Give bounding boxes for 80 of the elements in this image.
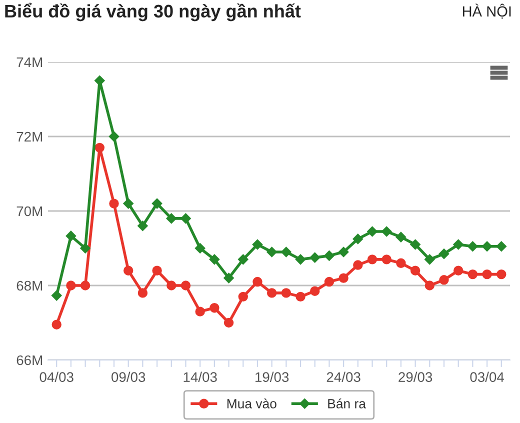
point [482, 241, 492, 252]
point [438, 248, 450, 259]
x-tick-label: 14/03 [184, 372, 217, 382]
x-tick-label: 03/04 [470, 372, 504, 382]
point [496, 241, 507, 252]
x-tick-label: 24/03 [326, 372, 360, 382]
point [194, 243, 206, 254]
point [453, 266, 464, 276]
point [209, 254, 220, 265]
point [224, 272, 234, 284]
point [94, 76, 105, 86]
y-tick-label: 68M [16, 280, 42, 291]
point [266, 246, 277, 258]
y-tick-label: 66M [16, 355, 42, 366]
y-tick-label: 70M [16, 206, 42, 216]
point [66, 280, 76, 290]
point [252, 276, 262, 287]
point [166, 213, 177, 224]
point [180, 213, 191, 224]
point [238, 254, 248, 265]
y-tick-label: 74M [16, 57, 42, 68]
point [381, 226, 392, 237]
point [468, 241, 478, 252]
legend-label: Bán ra [328, 398, 366, 408]
point [410, 266, 420, 276]
point [367, 226, 378, 237]
point [123, 266, 134, 276]
point [52, 320, 62, 330]
point [382, 254, 392, 264]
point [439, 275, 449, 285]
point [310, 252, 320, 263]
point [238, 292, 248, 302]
point [80, 243, 90, 254]
point [252, 239, 263, 250]
point [310, 286, 320, 296]
point [108, 131, 120, 142]
point [324, 250, 334, 261]
point [66, 230, 76, 242]
point [424, 280, 435, 290]
x-tick-label: 19/03 [256, 372, 289, 382]
point [180, 280, 191, 290]
point [396, 232, 406, 242]
legend-label: Mua vào [227, 398, 276, 408]
point [152, 198, 162, 209]
point [367, 254, 378, 264]
point [152, 266, 162, 276]
point [396, 258, 406, 268]
x-tick-label: 09/03 [112, 372, 146, 382]
x-tick-label: 29/03 [398, 372, 432, 382]
y-tick-label: 72M [16, 132, 42, 142]
point [496, 269, 506, 280]
point [266, 288, 277, 298]
point [295, 254, 306, 265]
point [51, 290, 62, 301]
point [324, 276, 334, 287]
point [123, 198, 134, 209]
point [195, 306, 205, 316]
text: HÀ NỘI [462, 4, 511, 19]
x-tick-label: 04/03 [40, 372, 74, 382]
point [281, 288, 292, 298]
point [138, 220, 148, 232]
point [338, 246, 349, 258]
point [353, 260, 363, 270]
point [210, 302, 220, 313]
chart-title: Biểu đồ giá vàng 30 ngày gần nhất [5, 2, 301, 22]
point [138, 288, 148, 298]
point [482, 269, 492, 280]
point [410, 239, 420, 250]
point [109, 198, 119, 208]
point [80, 280, 90, 290]
point [468, 269, 478, 280]
point [296, 292, 306, 302]
point [224, 318, 234, 328]
point [424, 254, 435, 265]
point [453, 239, 464, 250]
point [338, 273, 348, 283]
point [94, 142, 105, 153]
point [281, 246, 292, 258]
point [166, 280, 176, 290]
point [352, 234, 364, 244]
